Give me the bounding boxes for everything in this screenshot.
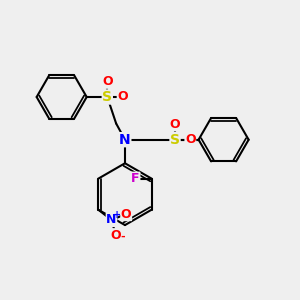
Text: O: O (111, 229, 121, 242)
Text: +: + (113, 210, 121, 220)
Text: O: O (121, 208, 131, 220)
Text: O: O (170, 118, 180, 131)
Text: S: S (170, 133, 180, 147)
Text: N: N (106, 213, 117, 226)
Text: F: F (131, 172, 140, 185)
Text: O: O (102, 75, 112, 88)
Text: -: - (120, 232, 125, 242)
Text: O: O (117, 91, 128, 103)
Text: N: N (119, 133, 131, 147)
Text: S: S (102, 90, 112, 104)
Text: O: O (185, 133, 196, 146)
